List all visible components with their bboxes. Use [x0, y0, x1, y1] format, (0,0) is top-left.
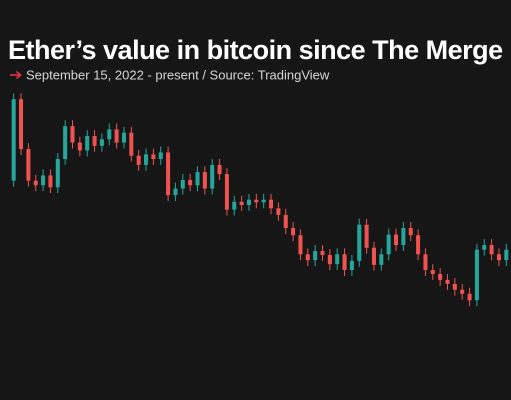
candle-body: [342, 254, 347, 271]
candle-body: [85, 136, 90, 151]
candle-body: [19, 99, 24, 150]
candle-body: [504, 249, 509, 261]
candle-body: [246, 199, 251, 205]
candle-body: [349, 260, 354, 271]
candle-body: [129, 132, 134, 156]
candle-body: [114, 129, 119, 143]
candle-body: [11, 99, 16, 181]
candle-body: [92, 136, 97, 146]
candle-body: [276, 208, 281, 215]
candle-body: [232, 201, 237, 210]
candle-body: [158, 152, 163, 159]
candle-body: [305, 254, 310, 261]
candle-body: [401, 228, 406, 246]
candle-body: [394, 234, 399, 246]
candle-body: [379, 254, 384, 265]
candle-body: [313, 251, 318, 261]
candle-body: [26, 149, 31, 181]
candle-body: [291, 228, 296, 236]
candle-body: [48, 175, 53, 188]
candle-body: [151, 154, 156, 159]
candle-body: [195, 172, 200, 186]
candle-body: [482, 245, 487, 250]
candle-body: [489, 245, 494, 255]
candle-body: [107, 129, 112, 140]
candle-body: [269, 199, 274, 209]
candle-body: [136, 155, 141, 165]
candle-body: [430, 270, 435, 274]
candle-body: [63, 126, 68, 159]
chart-title: Ether’s value in bitcoin since The Merge: [8, 35, 503, 65]
candle-body: [474, 249, 479, 301]
candle-body: [445, 279, 450, 284]
candle-body: [371, 247, 376, 265]
candle-body: [121, 132, 126, 143]
chart-subtitle: September 15, 2022 - present / Source: T…: [26, 68, 330, 83]
candle-body: [357, 224, 362, 261]
candle-body: [217, 164, 222, 175]
candle-body: [180, 180, 185, 189]
candle-body: [41, 175, 46, 186]
candle-body: [386, 234, 391, 255]
candle-body: [239, 201, 244, 205]
candle-body: [210, 164, 215, 189]
candle-body: [33, 180, 38, 186]
candle-body: [188, 180, 193, 186]
plot-area: [11, 93, 509, 307]
candle-body: [99, 139, 104, 146]
candle-body: [438, 274, 443, 280]
candle-body: [320, 251, 325, 255]
candle-body: [261, 199, 266, 203]
candle-body: [166, 152, 171, 196]
candle-body: [202, 172, 207, 189]
candle-body: [452, 283, 457, 290]
candle-body: [416, 235, 421, 255]
candle-body: [55, 159, 60, 188]
candle-body: [298, 235, 303, 255]
candle-body: [224, 174, 229, 210]
candle-body: [335, 254, 340, 265]
candle-body: [496, 254, 501, 261]
candle-body: [423, 254, 428, 271]
candle-body: [467, 293, 472, 301]
candle-body: [460, 289, 465, 294]
candle-body: [144, 154, 149, 165]
candle-body: [408, 228, 413, 236]
candle-body: [70, 126, 75, 143]
candle-body: [327, 254, 332, 265]
candle-body: [77, 142, 82, 151]
arrow-icon: [10, 70, 22, 80]
candle-body: [364, 224, 369, 248]
candle-body: [254, 199, 259, 203]
candle-body: [283, 214, 288, 228]
candle-body: [173, 188, 178, 196]
